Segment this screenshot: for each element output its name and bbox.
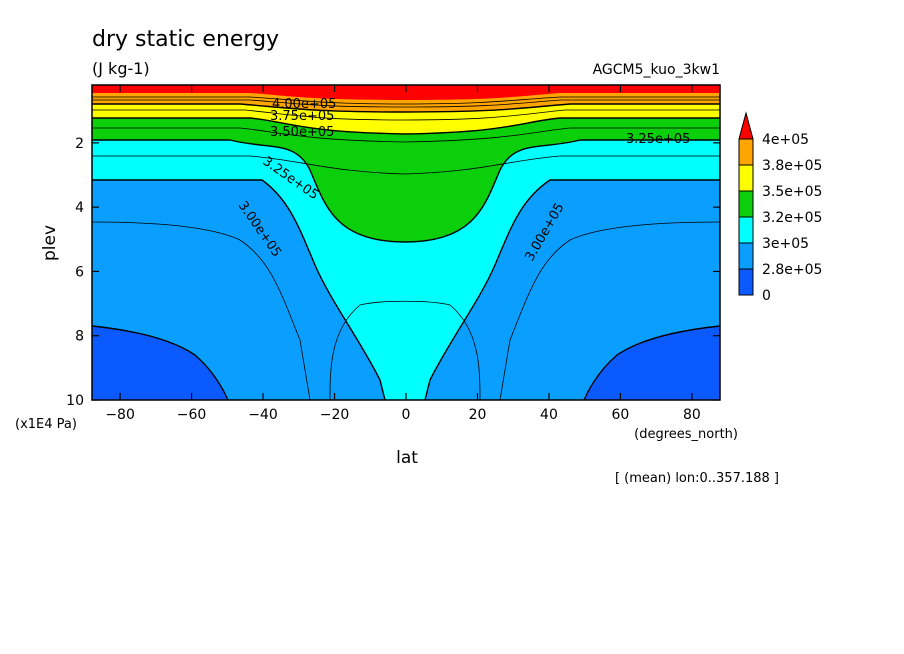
x-ticks: −80 −60 −40 −20 0 20 40 60 80 (105, 85, 701, 423)
colorbar-swatch (738, 138, 754, 166)
colorbar-swatch (738, 216, 754, 244)
fill-corner-left (92, 326, 228, 400)
contour-label: 3.50e+05 (270, 125, 334, 140)
contour-line-280-left (92, 325, 229, 400)
x-tick-label: 40 (540, 407, 558, 423)
units-label: (J kg-1) (92, 59, 150, 78)
colorbar-label: 3.2e+05 (762, 210, 822, 226)
x-tick-label: 0 (402, 407, 411, 423)
contour-line-290 (92, 221, 720, 400)
y-axis-label: plev (40, 225, 60, 261)
contour-line-top2 (92, 99, 720, 108)
y-tick-label: 10 (66, 393, 84, 409)
x-axis-label: lat (396, 448, 418, 468)
contour-line-320 (92, 139, 720, 243)
contour-line-380 (92, 103, 720, 113)
x-tick-label: 60 (612, 407, 630, 423)
colorbar-label: 0 (762, 288, 771, 304)
x-tick-label: −20 (320, 407, 350, 423)
x-axis: −80 −60 −40 −20 0 20 40 60 80 (105, 85, 701, 423)
contour-line-310 (92, 155, 720, 175)
y-ticks: 2 4 6 8 10 (66, 136, 720, 409)
contour-line-300 (92, 179, 720, 400)
fill-400k (92, 85, 720, 100)
y-tick-label: 8 (75, 329, 84, 345)
fill-320k (92, 85, 720, 242)
fill-corner-right (584, 326, 720, 400)
dataset-label: AGCM5_kuo_3kw1 (593, 62, 720, 78)
contour-line-top1 (92, 96, 720, 105)
x-tick-label: −60 (177, 407, 207, 423)
x-tick-label: −40 (248, 407, 278, 423)
contour-line-top4 (92, 109, 720, 121)
contour-label: 3.25e+05 (626, 132, 690, 147)
y-axis: 2 4 6 8 10 (66, 136, 720, 409)
colorbar-swatch (738, 268, 754, 296)
colorbar-label: 3.8e+05 (762, 158, 822, 174)
colorbar-swatch (738, 242, 754, 270)
y-tick-label: 2 (75, 136, 84, 152)
colorbar-triangle (738, 111, 754, 140)
x-tick-label: −80 (105, 407, 135, 423)
y-axis-units: (x1E4 Pa) (15, 417, 77, 432)
y-tick-label: 4 (75, 200, 84, 216)
footnote: [ (mean) lon:0..357.188 ] (615, 471, 779, 486)
contour-line-280-right (583, 325, 720, 400)
contour-label: 4.00e+05 (272, 97, 336, 112)
colorbar-swatch (738, 164, 754, 192)
contour-label: 3.75e+05 (270, 109, 334, 124)
y-tick-label: 6 (75, 264, 84, 280)
chart-title: dry static energy (92, 27, 279, 52)
x-axis-units: (degrees_north) (634, 427, 738, 442)
colorbar-label: 3e+05 (762, 236, 809, 252)
colorbar-labels: 4e+05 3.8e+05 3.5e+05 3.2e+05 3e+05 2.8e+05 0 (762, 132, 822, 304)
contour-line-350 (92, 117, 720, 135)
colorbar-swatches (738, 111, 754, 296)
plot-area: 4.00e+05 3.75e+05 3.50e+05 3.25e+05 3.25… (91, 84, 721, 401)
contour-lines (92, 96, 720, 400)
x-tick-label: 20 (469, 407, 487, 423)
colorbar-label: 4e+05 (762, 132, 809, 148)
contour-line-335 (92, 127, 720, 143)
colorbar-swatch (738, 190, 754, 218)
colorbar-label: 2.8e+05 (762, 262, 822, 278)
colorbar: 4e+05 3.8e+05 3.5e+05 3.2e+05 3e+05 2.8e+05 0 (738, 111, 822, 304)
x-tick-label: 80 (683, 407, 701, 423)
contour-line-mid (329, 300, 481, 400)
colorbar-label: 3.5e+05 (762, 184, 822, 200)
